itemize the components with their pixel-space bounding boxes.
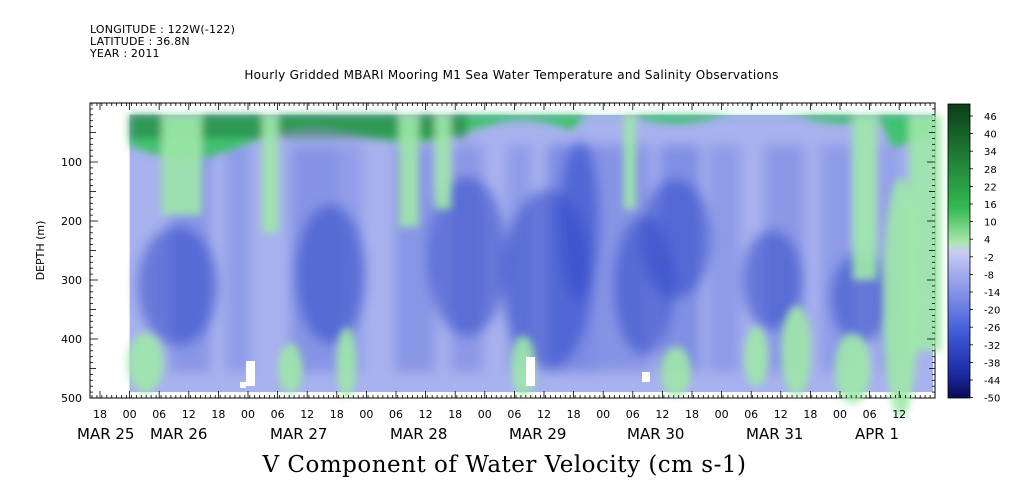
x-hour-tick-label: 00 bbox=[241, 408, 255, 421]
colorbar-label: -20 bbox=[984, 306, 1000, 317]
colorbar-ramp bbox=[947, 103, 971, 399]
missing-data-mark bbox=[526, 357, 535, 386]
colorbar-label: -44 bbox=[984, 376, 1000, 387]
x-hour-tick-label: 18 bbox=[685, 408, 699, 421]
x-hour-tick-label: 12 bbox=[419, 408, 433, 421]
colorbar-label: -8 bbox=[984, 270, 994, 281]
surface-tongue bbox=[852, 114, 877, 280]
chart-title: Hourly Gridded MBARI Mooring M1 Sea Wate… bbox=[244, 68, 779, 82]
missing-data-mark bbox=[246, 361, 255, 386]
x-hour-tick-label: 06 bbox=[507, 408, 521, 421]
x-hour-tick-label: 18 bbox=[448, 408, 462, 421]
deep-positive-patch bbox=[834, 333, 871, 404]
field-streak bbox=[708, 144, 741, 373]
colorbar-label: 28 bbox=[984, 165, 997, 176]
y-tick-label: 100 bbox=[61, 156, 82, 169]
field-dark-patch bbox=[742, 230, 803, 330]
latitude-label: LATITUDE : 36.8N bbox=[90, 35, 190, 48]
x-hour-tick-label: 12 bbox=[182, 408, 196, 421]
x-day-label: MAR 31 bbox=[746, 425, 803, 443]
deep-positive-patch bbox=[781, 305, 812, 396]
x-day-label: MAR 26 bbox=[150, 425, 207, 443]
colorbar-label: -2 bbox=[984, 253, 994, 264]
missing-data-mark bbox=[642, 372, 650, 382]
colorbar-label: 46 bbox=[984, 112, 997, 123]
x-hour-tick-label: 12 bbox=[537, 408, 551, 421]
longitude-label: LONGITUDE : 122W(-122) bbox=[90, 23, 236, 36]
colorbar-label: -38 bbox=[984, 358, 1000, 369]
y-tick-label: 300 bbox=[61, 274, 82, 287]
x-hour-tick-label: 06 bbox=[863, 408, 877, 421]
deep-positive-patch bbox=[660, 346, 691, 397]
colorbar-label: 22 bbox=[984, 182, 997, 193]
deep-positive-patch bbox=[744, 326, 769, 387]
y-tick-label: 500 bbox=[61, 392, 82, 405]
x-hour-tick-label: 12 bbox=[774, 408, 788, 421]
surface-tongue bbox=[434, 114, 451, 210]
x-hour-tick-label: 06 bbox=[152, 408, 166, 421]
x-day-label: MAR 27 bbox=[270, 425, 327, 443]
colorbar: 46 40 34 28 22 16 10 4 -2 -8 -14 -20 -26 -32 -38 -44 -50 bbox=[947, 103, 1000, 405]
deep-positive-patch bbox=[336, 327, 357, 398]
surface-tongue bbox=[262, 114, 279, 233]
colorbar-label: -32 bbox=[984, 341, 1000, 352]
deep-positive-patch bbox=[882, 177, 919, 418]
axes: 18 00 06 12 18 00 06 12 18 00 06 12 18 00 06 12 18 00 06 12… bbox=[34, 102, 935, 443]
x-day-label: MAR 28 bbox=[390, 425, 447, 443]
x-hour-tick-label: 18 bbox=[93, 408, 107, 421]
surface-core bbox=[129, 114, 468, 139]
station-metadata: LONGITUDE : 122W(-122) LATITUDE : 36.8N … bbox=[90, 24, 235, 60]
x-hour-tick-label: 00 bbox=[596, 408, 610, 421]
field-dark-patch bbox=[427, 176, 508, 337]
colorbar-label: 10 bbox=[984, 218, 997, 229]
missing-data-mark bbox=[240, 382, 246, 388]
x-hour-tick-label: 12 bbox=[300, 408, 314, 421]
x-hour-tick-label: 18 bbox=[330, 408, 344, 421]
x-day-label: MAR 25 bbox=[77, 425, 134, 443]
x-hour-tick-label: 18 bbox=[567, 408, 581, 421]
x-hour-tick-label: 12 bbox=[655, 408, 669, 421]
x-hour-tick-label: 12 bbox=[892, 408, 906, 421]
field-dark-patch bbox=[640, 178, 711, 299]
field-dark-patch bbox=[137, 225, 218, 346]
x-hour-tick-label: 06 bbox=[389, 408, 403, 421]
colorbar-label: 4 bbox=[984, 235, 990, 246]
surface-tongue bbox=[398, 114, 419, 227]
colorbar-label: -26 bbox=[984, 323, 1000, 334]
field-streak bbox=[226, 144, 251, 373]
x-day-label: MAR 29 bbox=[509, 425, 566, 443]
x-hour-tick-label: 00 bbox=[833, 408, 847, 421]
deep-positive-patch bbox=[127, 332, 164, 393]
x-hour-tick-label: 00 bbox=[478, 408, 492, 421]
x-hour-tick-label: 06 bbox=[626, 408, 640, 421]
y-tick-label: 400 bbox=[61, 333, 82, 346]
heatmap-field bbox=[127, 114, 942, 418]
surface-tongue bbox=[161, 114, 202, 216]
x-hour-tick-label: 06 bbox=[271, 408, 285, 421]
y-tick-label: 200 bbox=[61, 215, 82, 228]
x-hour-tick-label: 00 bbox=[359, 408, 373, 421]
x-hour-tick-label: 00 bbox=[715, 408, 729, 421]
x-hour-tick-label: 18 bbox=[803, 408, 817, 421]
surface-tongue bbox=[623, 114, 636, 210]
colorbar-label: -50 bbox=[984, 394, 1000, 405]
field-dark-patch bbox=[559, 141, 600, 301]
colorbar-label: -14 bbox=[984, 288, 1000, 299]
year-label: YEAR : 2011 bbox=[90, 47, 160, 60]
x-day-label: APR 1 bbox=[855, 425, 899, 443]
x-day-label: MAR 30 bbox=[627, 425, 684, 443]
x-hour-tick-label: 18 bbox=[211, 408, 225, 421]
x-hour-tick-label: 06 bbox=[744, 408, 758, 421]
deep-positive-patch bbox=[278, 343, 303, 394]
x-hour-tick-label: 00 bbox=[123, 408, 137, 421]
colorbar-label: 40 bbox=[984, 130, 997, 141]
variable-title: V Component of Water Velocity (cm s-1) bbox=[262, 452, 747, 478]
field-dark-patch bbox=[295, 204, 366, 345]
y-axis-label: DEPTH (m) bbox=[34, 221, 47, 281]
colorbar-label: 34 bbox=[984, 147, 997, 158]
colorbar-label: 16 bbox=[984, 200, 997, 211]
